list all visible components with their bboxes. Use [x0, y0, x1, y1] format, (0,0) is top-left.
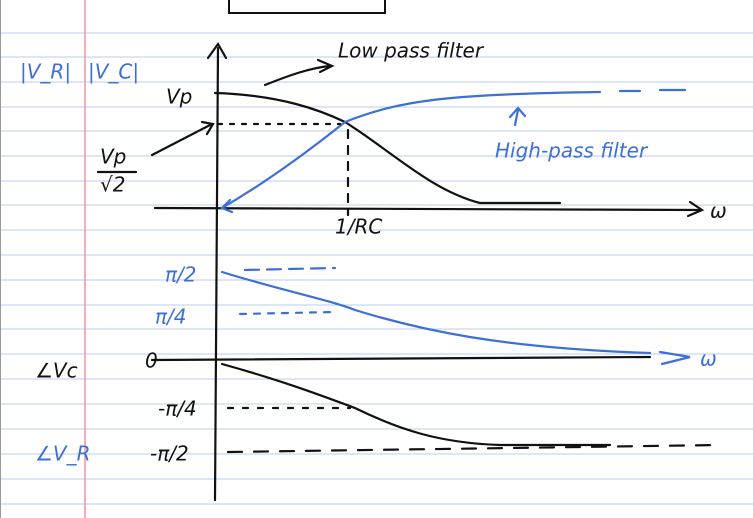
magnitude-sketch — [152, 44, 702, 500]
half-power-den: √2 — [100, 173, 125, 197]
label-vr: |V_R| — [20, 60, 71, 84]
zero-label: 0 — [145, 349, 158, 373]
peak-label: Vp — [166, 85, 192, 109]
label-vc: |V_C| — [88, 60, 139, 84]
tick-neg-pi-2: -π/2 — [150, 442, 189, 466]
label-phase-c: ∠Vc — [35, 359, 78, 383]
half-power-num: Vp — [100, 145, 126, 169]
tick-neg-pi-4: -π/4 — [158, 397, 197, 421]
tick-pi-4: π/4 — [155, 305, 187, 329]
box — [229, 0, 385, 13]
phase-x-axis-label: ω — [700, 347, 717, 371]
phase-sketch — [152, 268, 720, 452]
low-pass-label: Low pass filter — [338, 39, 485, 63]
notes-page: |V_R| |V_C| Vp Vp √2 Low pass filter Hig… — [0, 0, 753, 518]
tick-pi-2: π/2 — [165, 263, 197, 287]
high-pass-label: High-pass filter — [495, 139, 649, 163]
x-axis-label: ω — [710, 199, 727, 223]
label-phase-r: ∠V_R — [35, 442, 91, 466]
cutoff-label: 1/RC — [335, 215, 382, 239]
